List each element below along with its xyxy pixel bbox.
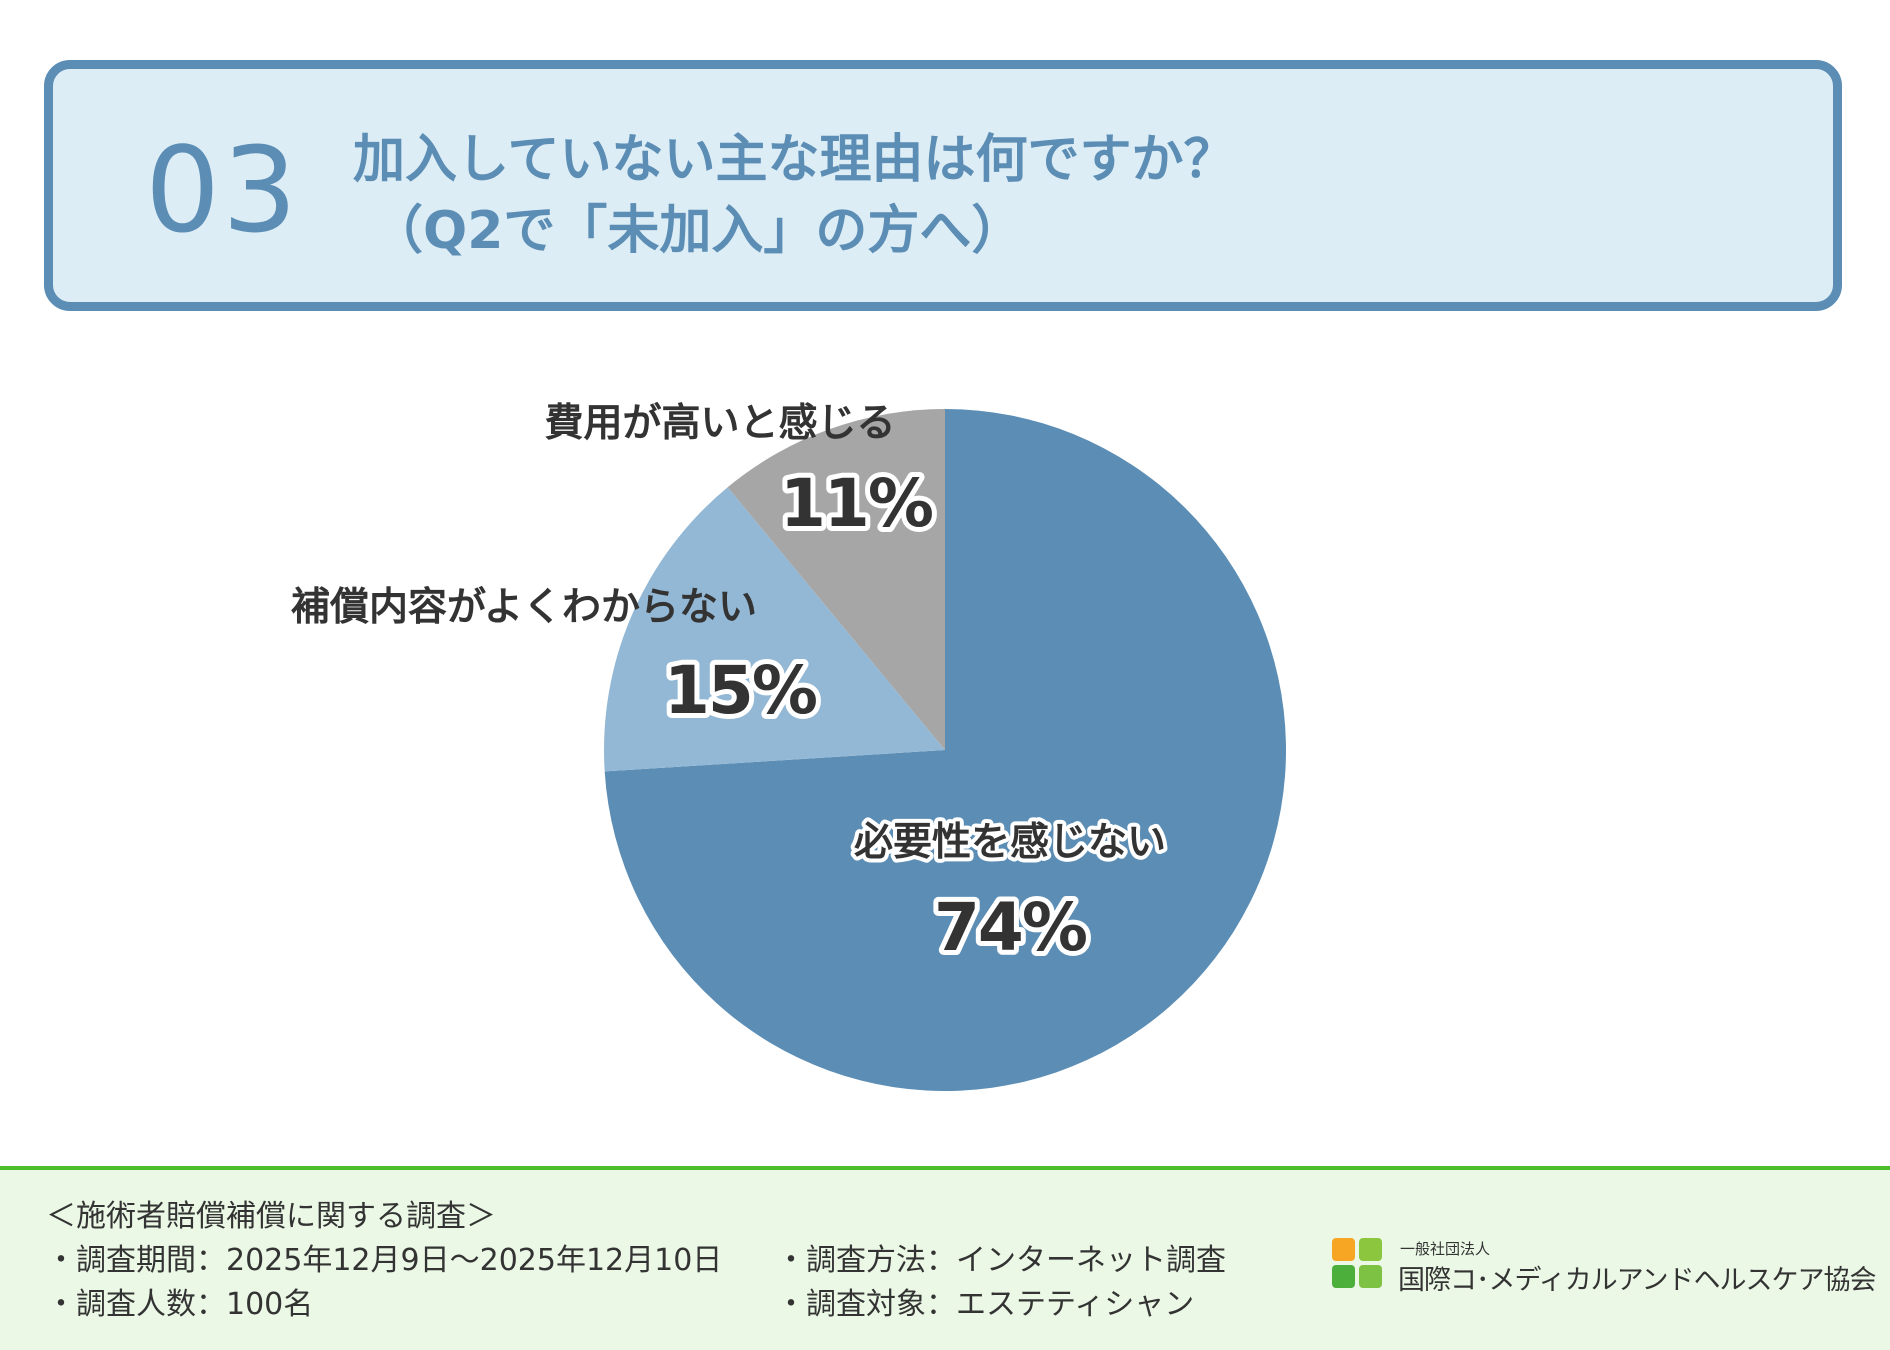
slice-pct-coverage: 15% [664, 652, 817, 729]
survey-footer: ＜施術者賠償補償に関する調査＞ ・調査期間：2025年12月9日〜2025年12… [0, 1166, 1890, 1350]
question-title-line2: （Q2で「未加入」の方へ） [371, 200, 1024, 261]
question-title-line1: 加入していない主な理由は何ですか？ [353, 130, 1236, 190]
pie-slice-coverage [604, 487, 945, 772]
survey-period: ・調査期間：2025年12月9日〜2025年12月10日 [46, 1243, 723, 1278]
slice-pct-cost: 11% [780, 465, 933, 542]
pie-slice-cost [727, 409, 945, 750]
slice-label-coverage: 補償内容がよくわからない [291, 585, 757, 630]
pie-slice-necessity [604, 409, 1286, 1092]
question-title: 加入していない主な理由は何ですか？ （Q2で「未加入」の方へ） [353, 125, 1235, 266]
slice-label-necessity: 必要性を感じない [854, 820, 1166, 865]
slice-pct-necessity: 74% [934, 889, 1087, 966]
survey-target: ・調査対象：エステティシャン [776, 1287, 1195, 1322]
pie-slices [604, 409, 1286, 1092]
survey-count: ・調査人数：100名 [46, 1287, 314, 1322]
survey-title: ＜施術者賠償補償に関する調査＞ [46, 1199, 496, 1234]
organization-logo-icon [1332, 1238, 1382, 1288]
organization-name: 国際コ･メディカルアンドヘルスケア協会 [1398, 1265, 1877, 1296]
question-header: 03 加入していない主な理由は何ですか？ （Q2で「未加入」の方へ） [44, 60, 1842, 311]
slice-label-cost: 費用が高いと感じる [544, 401, 895, 446]
question-number: 03 [145, 121, 300, 259]
organization-type: 一般社団法人 [1400, 1240, 1491, 1258]
pie-chart: 必要性を感じない 74% 補償内容がよくわからない 15% 費用が高いと感じる … [291, 401, 1286, 1092]
survey-method: ・調査方法：インターネット調査 [776, 1243, 1226, 1278]
